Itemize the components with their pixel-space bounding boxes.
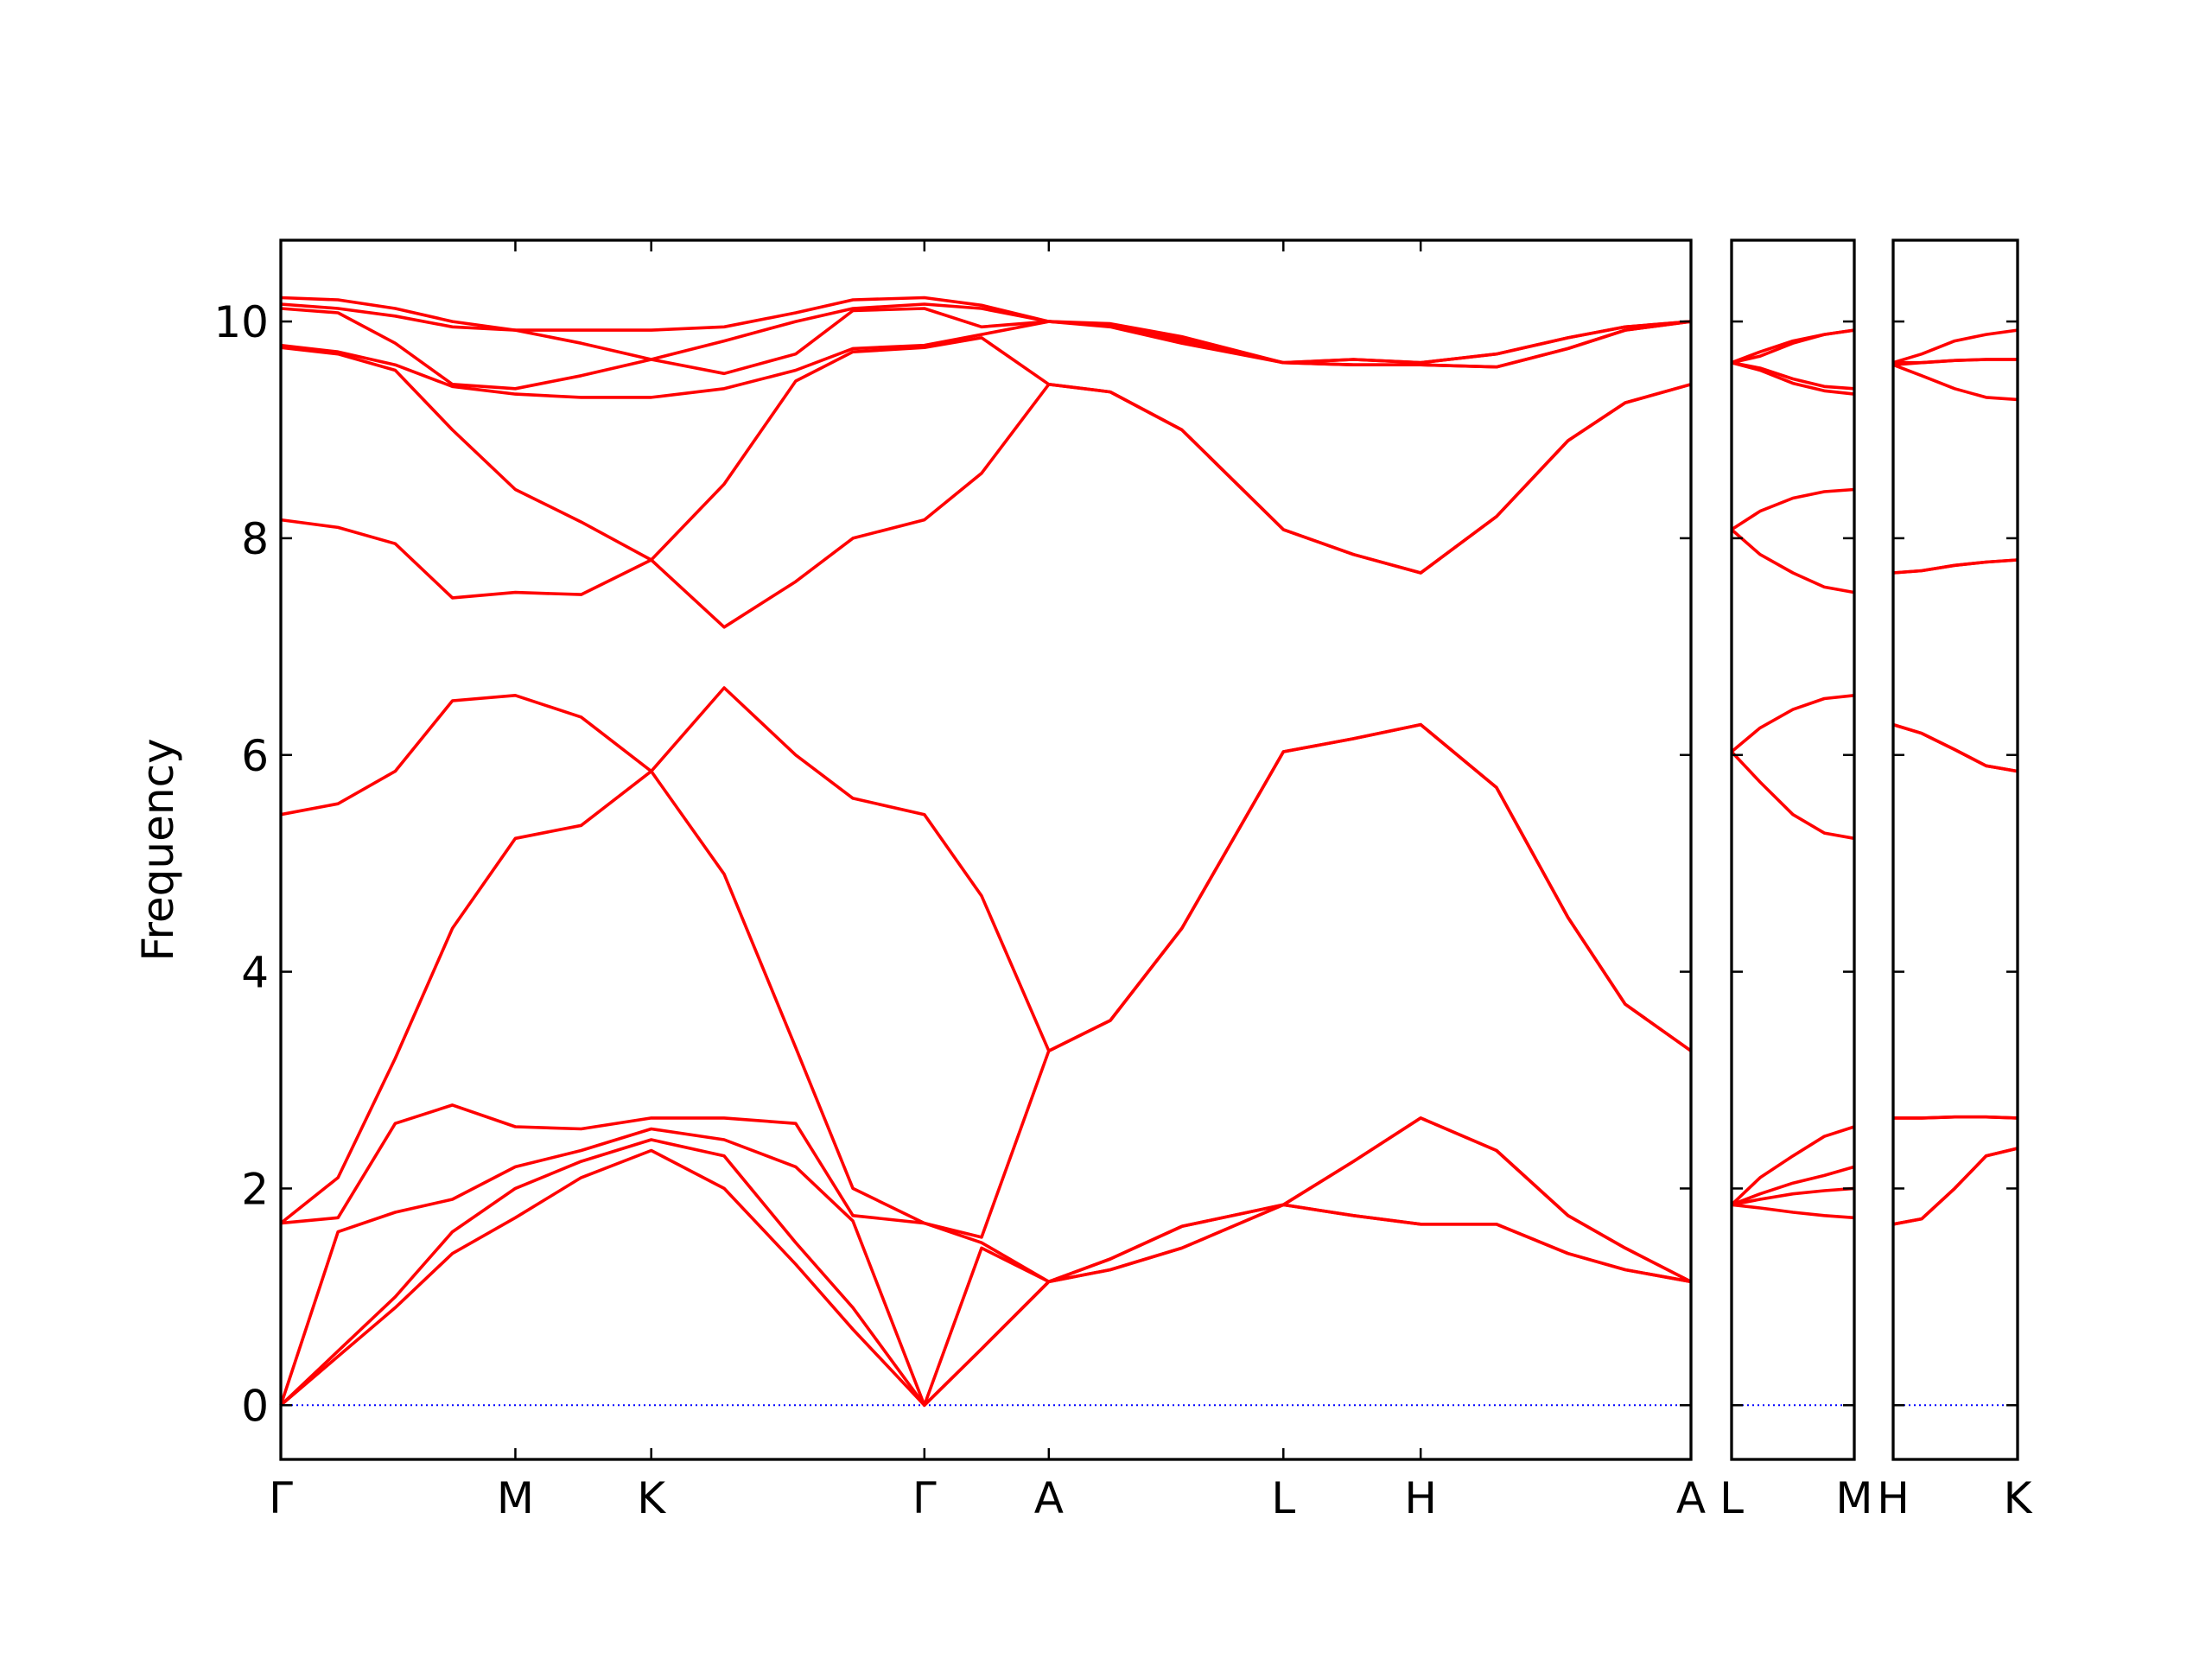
band-line	[1730, 694, 1855, 753]
y-tick-label: 4	[241, 948, 269, 998]
y-axis-label: Frequency	[133, 738, 183, 961]
band-line	[1893, 358, 2018, 365]
band-line	[1731, 1165, 1855, 1206]
y-tick-label: 10	[213, 297, 269, 347]
band-line	[1892, 363, 2018, 402]
band-line	[1731, 328, 1855, 365]
x-tick-label: L	[1271, 1473, 1295, 1523]
y-tick-label: 0	[241, 1381, 269, 1431]
x-tick-label: A	[1034, 1473, 1064, 1523]
plot-frame	[1730, 238, 1856, 1461]
band-line	[1730, 1125, 1855, 1206]
x-tick-label: M	[497, 1473, 534, 1523]
band-line	[1731, 1203, 1855, 1220]
band-line	[280, 1103, 1692, 1284]
band-line	[279, 1148, 1692, 1408]
x-tick-label: K	[637, 1473, 666, 1523]
band-line	[279, 1116, 1692, 1408]
band-line	[1893, 1115, 2018, 1120]
x-tick-label: H	[1877, 1473, 1910, 1523]
x-tick-label: A	[1676, 1473, 1706, 1523]
band-line	[1892, 1147, 2018, 1226]
band-line	[1892, 722, 2018, 773]
x-tick-label: L	[1719, 1473, 1744, 1523]
y-tick-label: 6	[241, 731, 269, 781]
band-line	[280, 686, 1693, 1052]
band-line	[1731, 1186, 1855, 1207]
x-tick-label: Γ	[269, 1473, 293, 1523]
band-line	[1731, 328, 1855, 365]
band-line	[280, 383, 1692, 629]
band-line	[1731, 487, 1855, 531]
band-line	[1731, 360, 1855, 391]
band-line	[1730, 750, 1855, 841]
x-tick-label: K	[2004, 1473, 2033, 1523]
band-line	[280, 336, 1692, 575]
x-tick-label: H	[1404, 1473, 1437, 1523]
plot-frame	[279, 238, 1693, 1461]
y-tick-label: 8	[241, 514, 269, 564]
band-line	[1892, 558, 2018, 575]
band-line	[1892, 328, 2018, 365]
band-line	[280, 307, 1692, 391]
plot-frame	[1891, 238, 2019, 1461]
band-line	[280, 296, 1692, 365]
band-line	[1730, 528, 1855, 594]
x-tick-label: Γ	[912, 1473, 937, 1523]
band-line	[279, 722, 1693, 1239]
band-line	[279, 1138, 1692, 1408]
y-tick-label: 2	[241, 1164, 269, 1214]
x-tick-label: M	[1835, 1473, 1872, 1523]
